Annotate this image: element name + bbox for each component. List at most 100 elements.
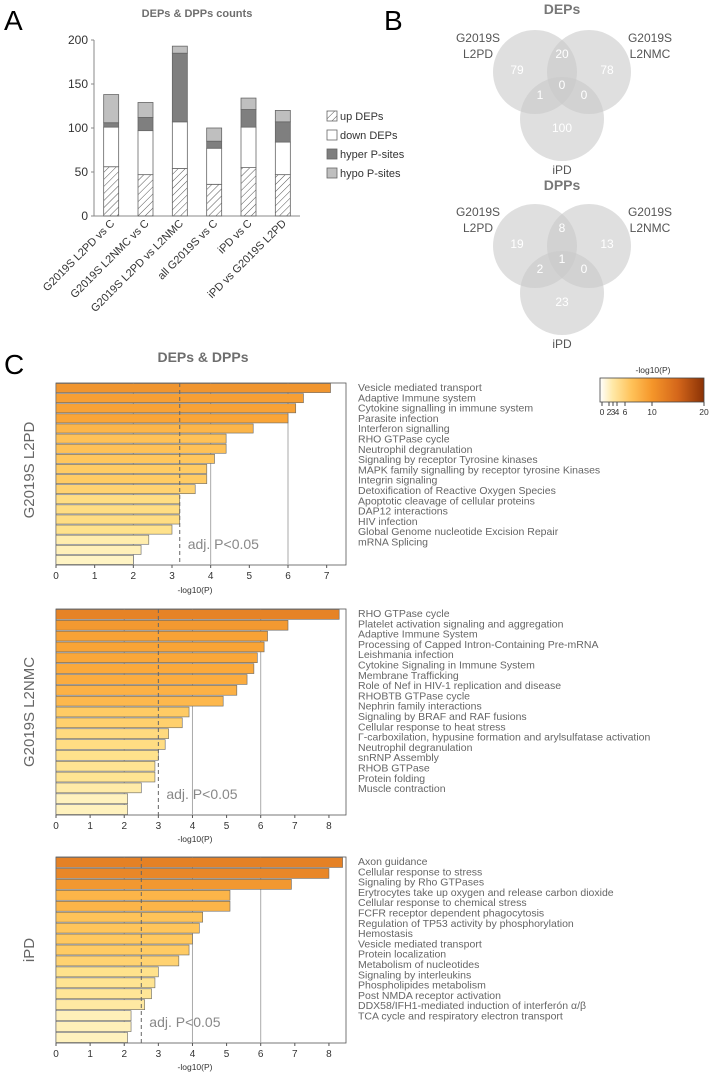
- pathway-term: Adaptive Immune system: [358, 392, 476, 404]
- enrichment-bar: [55, 663, 255, 674]
- legend-swatch: [326, 110, 338, 122]
- venn-circle: [520, 77, 604, 161]
- venn-count: 78: [600, 63, 614, 77]
- x-tick-label: 3: [156, 821, 162, 832]
- pathway-term: Neutrophil degranulation: [358, 742, 473, 754]
- x-tick-label: 4: [190, 1049, 196, 1060]
- pathway-term: RHOB GTPase: [358, 763, 430, 775]
- color-scale-legend: -log10(P) 0 2 3 4 6 10 20: [599, 365, 709, 417]
- pathway-term: Cellular response to stress: [358, 866, 482, 878]
- enrichment-bar: [55, 782, 142, 794]
- venn-count: 0: [581, 88, 588, 102]
- pathway-term: DAP12 interactions: [358, 506, 448, 518]
- x-tick-label: 2: [121, 821, 127, 832]
- color-scale-tick-label: 6: [623, 407, 628, 417]
- bar-segment-hyper-p-sites: [171, 52, 188, 123]
- y-tick-label: 0: [81, 209, 88, 223]
- venn-circle: [520, 251, 604, 335]
- category-label: all G2019S vs C: [156, 218, 221, 283]
- panel-a-bars: [103, 45, 291, 217]
- venn-deps: DEPs G2019S L2PD G2019S L2NMC iPD 79 78 20 0 1 0 100: [456, 1, 672, 177]
- pathway-term: HIV infection: [358, 516, 418, 528]
- pathway-term: Erytrocytes take up oxygen and release c…: [358, 887, 614, 899]
- venn-count: 23: [555, 295, 569, 309]
- enrichment-bar: [55, 652, 258, 664]
- x-tick-label: 5: [224, 821, 230, 832]
- legend-label: up DEPs: [340, 111, 384, 123]
- color-scale-tick-label: 10: [647, 407, 657, 417]
- bar-segment-hyper-p-sites: [240, 109, 257, 128]
- legend-swatch: [326, 129, 338, 141]
- bar-segment-down-deps: [274, 141, 291, 176]
- bar-segment-up-deps: [103, 166, 120, 217]
- x-tick-label: 4: [208, 571, 214, 582]
- enrichment-bar: [55, 717, 183, 729]
- color-scale-tick-label: 0: [600, 407, 605, 417]
- enrichment-bar: [55, 1010, 132, 1021]
- pathway-term: Adaptive Immune System: [358, 629, 478, 641]
- pathway-term: Apoptotic cleavage of cellular proteins: [358, 495, 535, 507]
- enrichment-bar: [55, 771, 156, 783]
- pathway-term: Nephrin family interactions: [358, 701, 482, 713]
- pathway-term: Cellular response to chemical stress: [358, 897, 527, 909]
- pathway-term: Detoxification of Reactive Oxygen Specie…: [358, 485, 556, 497]
- enrichment-bar: [55, 609, 340, 620]
- panel-a-letter: A: [4, 5, 23, 36]
- bar-segment-hypo-p-sites: [274, 110, 291, 123]
- bar-segment-hypo-p-sites: [171, 45, 188, 54]
- panel-a-title: DEPs & DPPs counts: [142, 8, 253, 20]
- enrichment-bar: [55, 933, 193, 945]
- pathway-term: Vesicle mediated transport: [358, 382, 482, 394]
- pathway-term: Leishmania infection: [358, 649, 454, 661]
- bar-segment-up-deps: [137, 174, 154, 217]
- enrichment-bar: [55, 544, 142, 555]
- x-tick-label: 5: [247, 571, 253, 582]
- panel-c-enrichment-charts: adj. P<0.050 1 2 3 4 5 6 7-log10(P)G2019S L2PDV…: [21, 382, 651, 1072]
- enrichment-bar: [55, 728, 169, 739]
- venn-count: 79: [510, 63, 524, 77]
- enrichment-bar: [55, 555, 134, 565]
- venn-count: 1: [559, 252, 566, 266]
- x-tick-label: 0: [53, 571, 59, 582]
- enrichment-bar: [55, 453, 215, 464]
- pathway-term: Global Genome nucleotide Excision Repair: [358, 526, 559, 538]
- x-tick-label: 7: [324, 571, 330, 582]
- pathway-term: RHO GTPase cycle: [358, 434, 450, 446]
- pathway-term: FCFR receptor dependent phagocytosis: [358, 908, 544, 920]
- bar-segment-up-deps: [171, 168, 188, 217]
- panel-c-title: DEPs & DPPs: [157, 349, 248, 365]
- venn-set-label-right: G2019S L2NMC: [628, 31, 672, 61]
- color-scale-tick-label: 20: [699, 407, 709, 417]
- x-tick-label: 6: [258, 1049, 264, 1060]
- bar-segment-down-deps: [137, 130, 154, 176]
- bar-segment-hyper-p-sites: [103, 122, 120, 128]
- enrichment-bar: [55, 955, 180, 967]
- x-axis-label: -log10(P): [178, 585, 213, 595]
- enrichment-bar: [55, 966, 159, 978]
- x-tick-label: 7: [292, 821, 298, 832]
- enrichment-bar: [55, 890, 231, 901]
- bar-segment-down-deps: [171, 121, 188, 169]
- cohort-label: G2019S L2NMC: [21, 657, 38, 767]
- venn-set-label-left: G2019S L2PD: [456, 31, 500, 61]
- x-axis-label: -log10(P): [178, 834, 213, 844]
- enrichment-bar: [55, 706, 190, 718]
- color-scale-tick-label: 4: [615, 407, 620, 417]
- bar-segment-hypo-p-sites: [103, 94, 120, 124]
- enrichment-bar: [55, 403, 297, 414]
- enrichment-bar: [55, 443, 227, 454]
- enrichment-bar: [55, 514, 181, 525]
- pathway-term: Vesicle mediated transport: [358, 938, 482, 950]
- pathway-term: Cytokine signalling in immune system: [358, 403, 533, 415]
- enrichment-bar: [55, 911, 204, 923]
- color-scale-tick-label: 3: [611, 407, 616, 417]
- enrichment-bar: [55, 695, 224, 707]
- pathway-term: RHOBTB GTPase cycle: [358, 690, 470, 702]
- threshold-label: adj. P<0.05: [149, 1014, 220, 1030]
- enrichment-bar: [55, 944, 190, 956]
- legend-label: hypo P-sites: [340, 168, 401, 180]
- bar-segment-hypo-p-sites: [206, 127, 223, 142]
- pathway-term: Neutrophil degranulation: [358, 444, 473, 456]
- pathway-term: Signaling by receptor Tyrosine kinases: [358, 454, 538, 466]
